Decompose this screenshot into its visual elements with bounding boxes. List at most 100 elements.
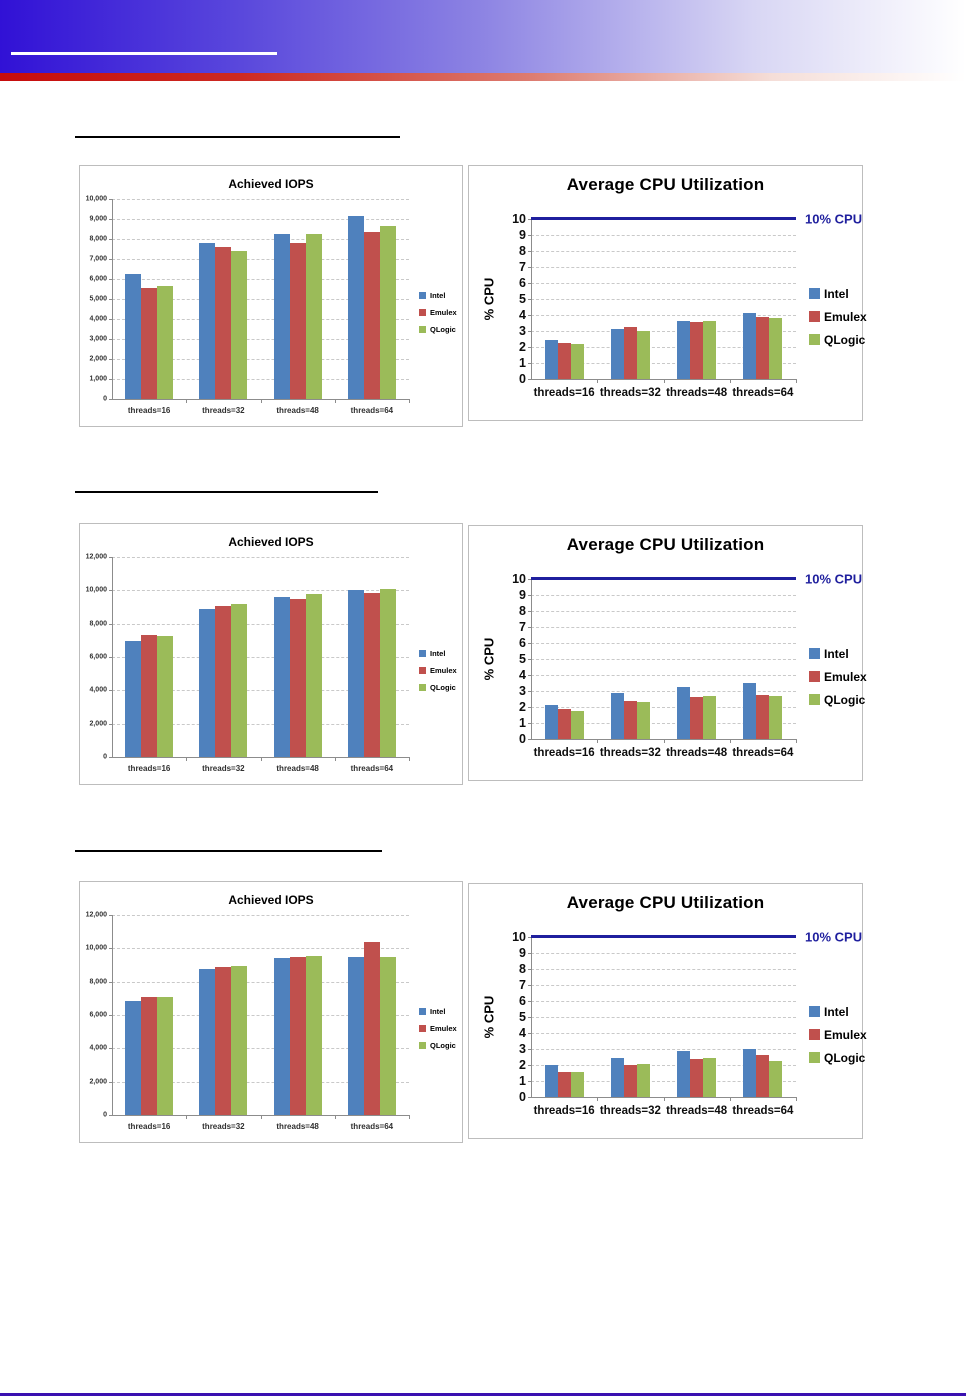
bar-qlogic-threads-48	[703, 696, 717, 739]
legend-swatch-icon	[809, 694, 820, 705]
y-axis-tick-mark	[109, 623, 113, 625]
legend-label: Intel	[824, 1004, 849, 1019]
legend-label: Intel	[824, 286, 849, 301]
x-axis-tick-mark	[186, 757, 188, 761]
x-axis-category-label: threads=32	[202, 764, 245, 773]
y-axis-tick-mark	[528, 723, 532, 724]
y-axis-tick-label: 8,000	[89, 620, 107, 628]
legend-label: QLogic	[824, 1050, 866, 1065]
y-axis-tick-mark	[528, 219, 532, 220]
bar-intel-threads-64	[743, 683, 757, 739]
y-axis-tick-mark	[528, 1049, 532, 1050]
y-axis-tick-label: 0	[103, 753, 107, 761]
bar-intel-threads-32	[199, 609, 216, 757]
y-axis-tick-mark	[528, 331, 532, 332]
chart-title: Average CPU Utilization	[566, 535, 765, 554]
x-axis-category-label: threads=64	[350, 764, 394, 773]
y-axis-tick-label: 3,000	[89, 335, 107, 343]
y-axis-title: % CPU	[481, 995, 497, 1039]
y-axis-tick-label: 4,000	[89, 1044, 107, 1052]
legend-label: Intel	[430, 291, 446, 300]
legend: Intel Emulex QLogic	[809, 1000, 867, 1069]
chart-title: Average CPU Utilization	[566, 175, 765, 194]
ten-percent-cpu-line	[531, 577, 796, 580]
gridline	[531, 953, 796, 954]
legend-swatch-icon	[419, 684, 426, 691]
y-axis-tick-label: 10,000	[85, 586, 107, 594]
legend-label: Emulex	[430, 666, 457, 675]
y-axis-tick-mark	[528, 675, 532, 676]
x-axis-category-label: threads=48	[666, 747, 728, 759]
bar-qlogic-threads-16	[157, 636, 174, 757]
y-axis-tick-mark	[528, 627, 532, 628]
gridline	[531, 1033, 796, 1034]
gridline	[112, 1048, 409, 1050]
bar-qlogic-threads-32	[636, 702, 650, 739]
x-axis-tick-mark	[409, 1115, 410, 1119]
gridline	[112, 723, 409, 725]
gridline	[531, 283, 796, 284]
y-axis-title: % CPU	[481, 637, 497, 681]
legend-item-intel: Intel	[809, 282, 867, 305]
y-axis-tick-label: 7,000	[89, 255, 107, 263]
y-axis-tick-label: 9	[519, 228, 526, 242]
y-axis-tick-label: 5	[519, 1010, 526, 1024]
y-axis-tick-label: 8,000	[89, 235, 107, 243]
chart-achieved-iops-row3: Achieved IOPS 0 2,000 4,000 6,000 8,000 10,000…	[79, 881, 463, 1143]
y-axis-tick-mark	[528, 299, 532, 300]
x-axis-tick-mark	[334, 757, 336, 761]
chart-title: Achieved IOPS	[228, 535, 314, 549]
legend: Intel Emulex QLogic	[809, 282, 867, 351]
bar-intel-threads-16	[125, 641, 142, 757]
gridline	[112, 359, 409, 360]
gridline	[531, 299, 796, 300]
y-axis-tick-mark	[109, 219, 113, 220]
x-axis-tick-mark	[186, 399, 188, 403]
legend-label: Emulex	[824, 1027, 867, 1042]
x-axis-tick-mark	[186, 1115, 188, 1119]
y-axis-tick-mark	[109, 757, 113, 758]
bar-qlogic-threads-32	[636, 331, 650, 379]
y-axis-tick-label: 3	[519, 1042, 526, 1056]
bar-intel-threads-16	[544, 1065, 558, 1097]
y-axis-tick-label: 6	[519, 276, 526, 290]
bar-qlogic-threads-64	[379, 957, 396, 1115]
x-axis-tick-mark	[796, 379, 797, 383]
legend-item-emulex: Emulex	[809, 1023, 867, 1046]
chart-cpu-utilization-row1: Average CPU Utilization 0 1 2 3 4 5 6 7 8 9 10 threa…	[468, 165, 867, 421]
legend-swatch-icon	[809, 288, 820, 299]
y-axis-tick-mark	[528, 611, 532, 612]
gridline	[112, 339, 409, 340]
y-axis-tick-label: 6	[519, 994, 526, 1008]
y-axis-tick-mark	[109, 915, 113, 916]
y-axis-tick-mark	[528, 1081, 532, 1082]
y-axis-tick-label: 2	[519, 1058, 526, 1072]
y-axis-tick-mark	[528, 643, 532, 644]
y-axis-tick-mark	[528, 985, 532, 986]
legend-label: Emulex	[824, 669, 867, 684]
x-axis-tick-mark	[334, 399, 336, 403]
legend-item-qlogic: QLogic	[419, 321, 457, 338]
legend-item-intel: Intel	[419, 1003, 457, 1020]
gridline	[531, 659, 796, 660]
bar-emulex-threads-48	[289, 243, 306, 399]
legend-item-qlogic: QLogic	[809, 688, 867, 711]
gridline	[112, 690, 409, 692]
gridline	[112, 199, 409, 200]
bar-emulex-threads-32	[215, 247, 232, 399]
page-footer-line	[0, 1393, 966, 1396]
y-axis-tick-label: 7	[519, 260, 526, 274]
x-axis-tick-mark	[729, 379, 731, 383]
x-axis-tick-mark	[663, 1097, 665, 1101]
section-heading-underline-1	[75, 136, 400, 138]
gridline	[531, 267, 796, 268]
legend-swatch-icon	[809, 1029, 820, 1040]
legend-label: QLogic	[430, 683, 456, 692]
bar-emulex-threads-48	[690, 1059, 704, 1097]
bar-intel-threads-48	[273, 234, 290, 399]
legend-item-qlogic: QLogic	[419, 1037, 457, 1054]
y-axis-tick-mark	[109, 319, 113, 320]
x-axis-tick-mark	[597, 379, 599, 383]
legend: Intel Emulex QLogic	[809, 642, 867, 711]
bar-qlogic-threads-48	[305, 956, 322, 1115]
